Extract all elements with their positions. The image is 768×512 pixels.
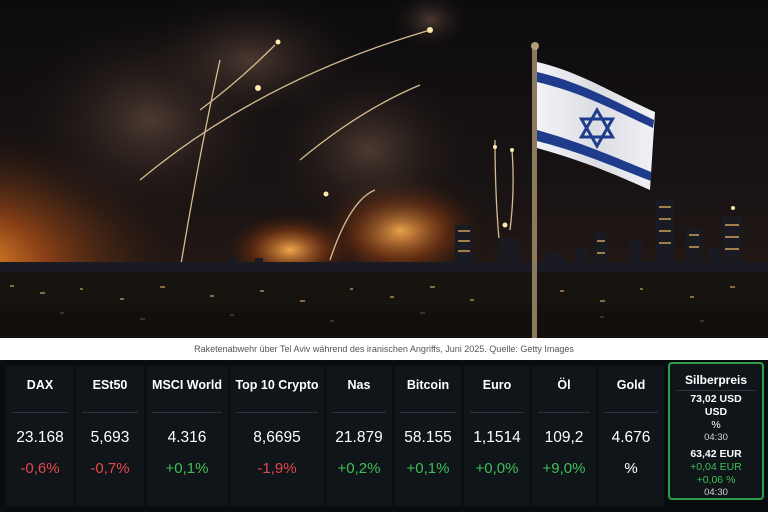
divider <box>470 412 524 413</box>
silver-eur-change: +0,04 EUR <box>690 461 742 473</box>
divider <box>152 412 222 413</box>
silver-usd-unit: USD <box>704 406 728 418</box>
ticker-name: Euro <box>482 378 512 392</box>
silver-usd-change: % <box>711 419 721 431</box>
tel-aviv-night-scene <box>0 0 768 338</box>
divider <box>604 412 658 413</box>
ticker-change: -1,9% <box>257 460 297 477</box>
divider <box>82 412 138 413</box>
divider <box>332 412 386 413</box>
divider <box>538 412 590 413</box>
ticker-value: 23.168 <box>16 429 64 446</box>
silver-usd-value: 73,02 USD <box>690 393 742 405</box>
ticker-name: Öl <box>557 378 571 392</box>
divider <box>676 390 756 391</box>
ticker-item-gold[interactable]: Gold 4.676 % <box>598 366 664 506</box>
ticker-name: Nas <box>347 378 371 392</box>
divider <box>12 412 68 413</box>
ticker-item-dax[interactable]: DAX 23.168 -0,6% <box>6 366 74 506</box>
silver-eur-pct: +0,06 % <box>696 474 736 486</box>
ticker-name: MSCI World <box>152 378 222 392</box>
hero-image <box>0 0 768 338</box>
divider <box>236 412 318 413</box>
divider <box>400 412 456 413</box>
ticker-item-bitcoin[interactable]: Bitcoin 58.155 +0,1% <box>394 366 462 506</box>
ticker-change: +0,1% <box>165 460 209 477</box>
ticker-name: Bitcoin <box>406 378 450 392</box>
ticker-item-oil[interactable]: Öl 109,2 +9,0% <box>532 366 596 506</box>
israel-flag <box>537 62 655 190</box>
market-ticker: DAX 23.168 -0,6% ESt50 5,693 -0,7% MSCI … <box>0 360 768 512</box>
ticker-value: 4.316 <box>167 429 207 446</box>
ticker-item-silver-highlight[interactable]: Silberpreis 73,02 USD USD % 04:30 63,42 … <box>668 362 764 500</box>
ticker-name: Silberpreis <box>684 373 748 387</box>
flag-pole <box>532 46 537 338</box>
ticker-name: DAX <box>26 378 54 392</box>
ticker-value: 4.676 <box>611 429 651 446</box>
ticker-item-nas[interactable]: Nas 21.879 +0,2% <box>326 366 392 506</box>
silver-eur-time: 04:30 <box>704 487 728 498</box>
ticker-item-est50[interactable]: ESt50 5,693 -0,7% <box>76 366 144 506</box>
ticker-change: +0,1% <box>406 460 450 477</box>
ticker-name: Gold <box>616 378 646 392</box>
ticker-change: -0,6% <box>20 460 60 477</box>
ticker-value: 5,693 <box>90 429 130 446</box>
ticker-value: 58.155 <box>404 429 452 446</box>
ticker-item-top10-crypto[interactable]: Top 10 Crypto 8,6695 -1,9% <box>230 366 324 506</box>
ticker-change: +0,0% <box>475 460 519 477</box>
ticker-item-msci-world[interactable]: MSCI World 4.316 +0,1% <box>146 366 228 506</box>
ticker-change: % <box>624 460 638 477</box>
image-caption: Raketenabwehr über Tel Aviv während des … <box>0 338 768 360</box>
ticker-value: 21.879 <box>335 429 383 446</box>
ticker-item-euro[interactable]: Euro 1,1514 +0,0% <box>464 366 530 506</box>
ticker-value: 109,2 <box>544 429 584 446</box>
ticker-change: +9,0% <box>542 460 586 477</box>
ticker-change: -0,7% <box>90 460 130 477</box>
silver-eur-value: 63,42 EUR <box>690 448 742 460</box>
ticker-value: 1,1514 <box>473 429 521 446</box>
ticker-value: 8,6695 <box>253 429 301 446</box>
ticker-name: ESt50 <box>92 378 128 392</box>
silver-usd-time: 04:30 <box>704 432 728 443</box>
ticker-name: Top 10 Crypto <box>235 378 319 392</box>
ticker-change: +0,2% <box>337 460 381 477</box>
